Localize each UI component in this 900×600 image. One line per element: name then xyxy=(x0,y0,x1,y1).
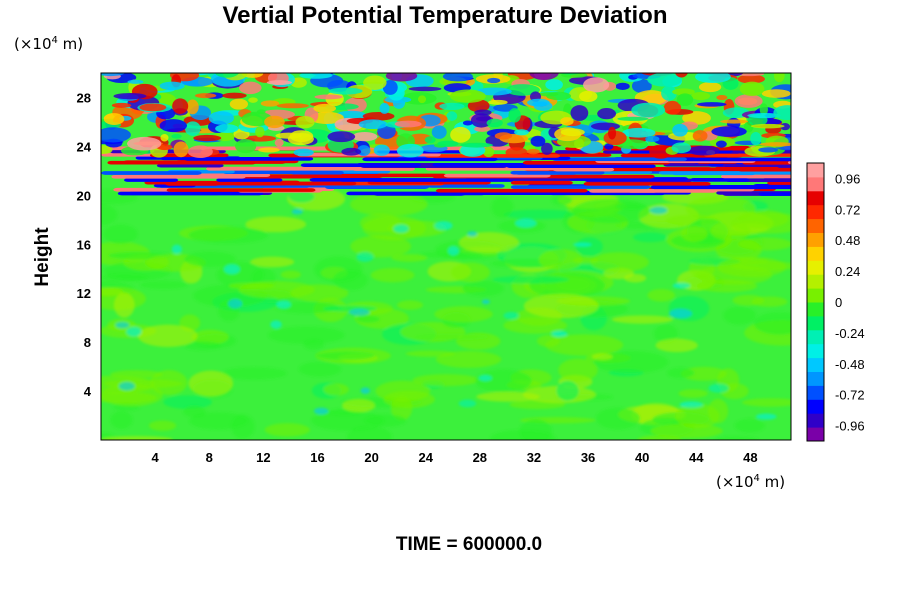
colorbar-segment xyxy=(807,163,824,178)
x-tick-label: 44 xyxy=(689,450,704,465)
y-tick-label: 24 xyxy=(77,139,92,154)
colorbar-tick-label: 0.48 xyxy=(835,233,860,248)
colorbar-segment xyxy=(807,204,824,220)
x-tick-label: 8 xyxy=(206,450,213,465)
colorbar-segment xyxy=(807,343,824,359)
x-tick-label: 16 xyxy=(310,450,324,465)
colorbar-segment xyxy=(807,385,824,400)
colorbar-segment xyxy=(807,232,824,247)
colorbar-tick-label: -0.24 xyxy=(835,326,865,341)
colorbar-tick-label: 0.96 xyxy=(835,171,860,186)
colorbar-tick-label: 0 xyxy=(835,295,842,310)
colorbar-tick-label: -0.72 xyxy=(835,388,865,403)
y-tick-label: 20 xyxy=(77,188,91,203)
x-tick-label: 20 xyxy=(364,450,378,465)
y-axis-label: Height xyxy=(32,227,53,287)
x-axis-ticks: 4 8 12 16 20 24 28 32 36 40 44 48 xyxy=(152,450,758,465)
plot-frame xyxy=(100,72,792,441)
y-tick-label: 12 xyxy=(77,286,91,301)
y-axis-ticks: 4 8 12 16 20 24 28 xyxy=(77,90,92,399)
colorbar-segment xyxy=(807,176,824,192)
colorbar: 0.96 0.72 0.48 0.24 0 -0.24 -0.48 -0.72 -0.96 xyxy=(806,162,865,442)
y-tick-label: 4 xyxy=(84,384,92,399)
colorbar-segment xyxy=(807,413,824,428)
x-tick-label: 36 xyxy=(581,450,595,465)
x-axis-unit: (×104 m) xyxy=(716,473,785,491)
colorbar-tick-label: 0.72 xyxy=(835,202,860,217)
colorbar-segment xyxy=(807,288,824,303)
x-tick-label: 24 xyxy=(418,450,433,465)
x-tick-label: 48 xyxy=(743,450,757,465)
x-tick-label: 12 xyxy=(256,450,270,465)
colorbar-segment xyxy=(807,302,824,317)
heatmap-plot-area xyxy=(101,73,791,440)
y-tick-label: 8 xyxy=(84,335,91,350)
x-tick-label: 32 xyxy=(527,450,541,465)
colorbar-segment xyxy=(807,274,824,289)
y-tick-label: 28 xyxy=(77,90,91,105)
x-tick-label: 4 xyxy=(152,450,160,465)
colorbar-segment xyxy=(807,329,824,345)
heatmap-field xyxy=(101,73,791,440)
colorbar-tick-label: 0.24 xyxy=(835,264,860,279)
colorbar-segment xyxy=(807,315,824,331)
colorbar-segment xyxy=(807,246,824,261)
colorbar-segment xyxy=(807,371,824,386)
x-tick-label: 28 xyxy=(473,450,487,465)
colorbar-frame xyxy=(806,162,825,442)
y-tick-label: 16 xyxy=(77,237,91,252)
colorbar-tick-label: -0.96 xyxy=(835,419,865,434)
colorbar-segment xyxy=(807,399,824,414)
colorbar-segment xyxy=(807,357,824,372)
colorbar-segment xyxy=(807,427,824,442)
x-tick-label: 40 xyxy=(635,450,649,465)
colorbar-segment xyxy=(807,260,824,275)
chart-title: Vertial Potential Temperature Deviation xyxy=(222,2,667,29)
colorbar-segment xyxy=(807,190,824,206)
y-axis-unit: (×104 m) xyxy=(14,35,83,53)
time-label: TIME = 600000.0 xyxy=(396,534,542,555)
colorbar-tick-label: -0.48 xyxy=(835,357,865,372)
colorbar-segment xyxy=(807,218,824,233)
